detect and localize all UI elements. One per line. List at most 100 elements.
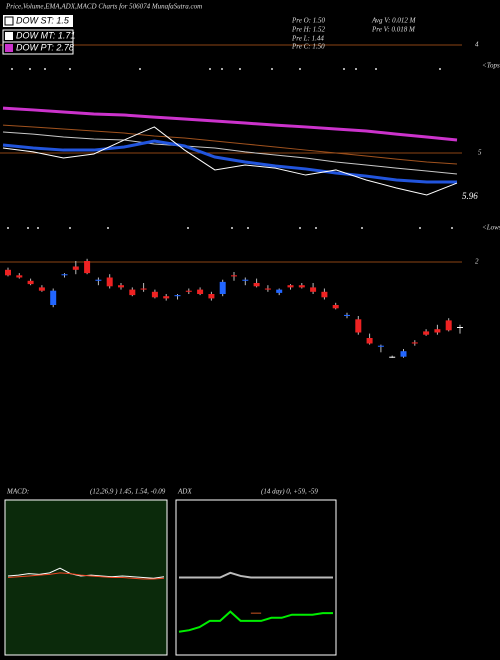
candle-body	[310, 287, 317, 292]
top-marker	[209, 68, 211, 70]
candle-body	[298, 285, 305, 288]
candle-body	[208, 294, 215, 299]
legend-label: DOW PT: 2.78	[16, 42, 74, 52]
top-marker	[69, 68, 71, 70]
candle-body	[445, 320, 452, 331]
candle-body	[140, 288, 147, 290]
chart-title: Price,Volume,EMA,ADX,MACD Charts for 506…	[5, 3, 202, 11]
axis-label: 2	[475, 258, 479, 266]
candle-body	[344, 314, 350, 316]
low-marker	[187, 227, 189, 229]
low-marker	[107, 227, 109, 229]
candle-body	[253, 283, 260, 287]
legend-box	[3, 15, 73, 27]
legend-label: DOW ST: 1.5	[16, 15, 70, 25]
low-marker	[27, 227, 29, 229]
low-marker	[37, 227, 39, 229]
candle-body	[276, 289, 283, 293]
axis-label: <Lows	[482, 224, 500, 232]
low-marker	[299, 227, 301, 229]
low-marker	[247, 227, 249, 229]
series-line	[179, 571, 333, 579]
top-marker	[44, 68, 46, 70]
candle-body	[151, 291, 158, 298]
candle-body	[332, 305, 339, 309]
candle-body	[219, 281, 226, 294]
series-line	[2, 106, 458, 142]
top-marker	[355, 68, 357, 70]
info: Avg V: 0.012 M	[371, 17, 417, 25]
candle-body	[366, 338, 373, 344]
series-line	[7, 572, 165, 580]
axis-label: <Tops	[482, 62, 500, 70]
legend: DOW ST: 1.5 DOW MT: 1.71 DOW PT: 2.78	[2, 15, 75, 55]
axis-label: 4	[475, 41, 479, 49]
candle-body	[377, 345, 384, 347]
top-marker	[239, 68, 241, 70]
candle-body	[197, 289, 204, 294]
info: Pre L: 1.44	[291, 35, 324, 43]
top-marker	[299, 68, 301, 70]
last-value: 5.96	[462, 191, 478, 201]
candle-body	[84, 261, 91, 274]
candle-body	[231, 275, 237, 277]
candle-body	[38, 287, 45, 291]
candle-body	[400, 351, 407, 357]
info: Pre C: 1.50	[291, 43, 325, 51]
candle-body	[106, 277, 113, 287]
low-marker	[419, 227, 421, 229]
candle-body	[185, 290, 192, 292]
candle-body	[50, 290, 57, 305]
series-line	[178, 610, 333, 633]
candle-body	[163, 296, 170, 299]
info: Pre O: 1.50	[291, 17, 325, 25]
low-marker	[69, 227, 71, 229]
candle-body	[389, 356, 396, 358]
top-marker	[375, 68, 377, 70]
candle-body	[27, 280, 34, 285]
low-marker	[315, 227, 317, 229]
top-marker	[343, 68, 345, 70]
panel-subtitle: (12,26,9 ) 1.45, 1.54, -0.09	[90, 488, 166, 496]
candle-body	[118, 285, 124, 288]
candle-body	[72, 266, 79, 270]
legend-label: DOW MT: 1.71	[16, 30, 75, 40]
candle-body	[129, 289, 136, 296]
top-marker	[29, 68, 31, 70]
info: Pre V: 0.018 M	[371, 26, 416, 34]
series-line	[2, 126, 458, 196]
candle-body	[411, 342, 418, 344]
top-marker	[439, 68, 441, 70]
candle-body	[287, 285, 294, 288]
candle-body	[457, 327, 463, 328]
candle-body	[174, 295, 181, 297]
candle-body	[423, 331, 430, 335]
legend-swatch	[4, 16, 14, 26]
top-marker	[11, 68, 13, 70]
candle-body	[95, 279, 102, 281]
candle-body	[16, 275, 23, 278]
candle-body	[321, 291, 328, 298]
axis-label: 5	[478, 149, 482, 157]
candle-body	[434, 329, 441, 333]
low-marker	[451, 227, 453, 229]
top-marker	[221, 68, 223, 70]
candle-body	[242, 279, 249, 281]
candle-body	[355, 319, 362, 333]
panel-title: MACD:	[6, 488, 29, 496]
panel-subtitle: (14 day) 0, +59, -59	[261, 488, 318, 496]
low-marker	[361, 227, 363, 229]
legend-box	[2, 41, 74, 55]
top-marker	[139, 68, 141, 70]
candle-body	[5, 269, 11, 276]
low-marker	[7, 227, 9, 229]
legend-swatch	[5, 32, 13, 40]
info: Pre H: 1.52	[291, 26, 325, 34]
series-line	[2, 139, 457, 184]
series-line	[2, 124, 458, 165]
low-marker	[231, 227, 233, 229]
panel-title: ADX	[177, 488, 192, 496]
candle-body	[264, 288, 271, 290]
